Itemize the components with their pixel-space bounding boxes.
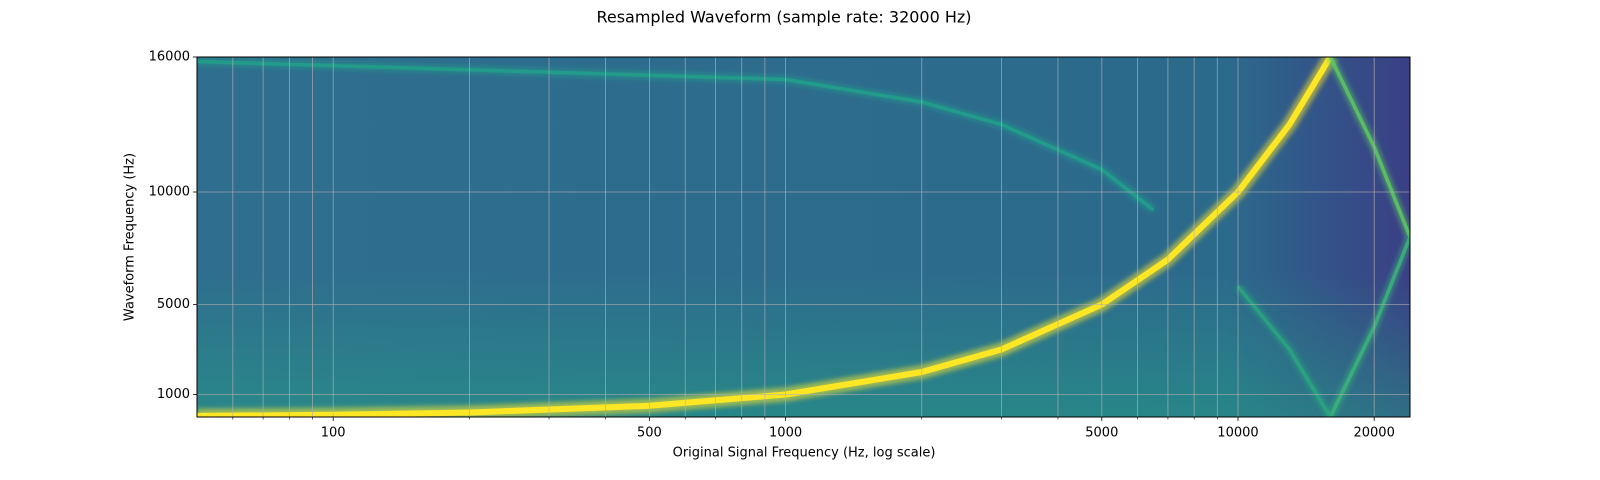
y-tick-label: 10000 <box>149 185 190 200</box>
y-axis-label: Waveform Frequency (Hz) <box>123 153 138 321</box>
x-tick-label: 10000 <box>1217 426 1258 441</box>
plot-shading <box>197 57 1410 417</box>
chart-title: Resampled Waveform (sample rate: 32000 H… <box>596 8 971 27</box>
x-tick-label: 1000 <box>769 426 802 441</box>
line <box>197 57 1333 417</box>
x-tick-label: 5000 <box>1085 426 1118 441</box>
x-tick-label: 500 <box>637 426 662 441</box>
y-tick-label: 5000 <box>157 297 190 312</box>
x-tick-label: 100 <box>321 426 346 441</box>
plot-frame <box>196 56 1411 418</box>
x-tick-label: 20000 <box>1353 426 1394 441</box>
y-tick-label: 1000 <box>157 387 190 402</box>
x-axis-label: Original Signal Frequency (Hz, log scale… <box>673 446 936 461</box>
line <box>197 59 1155 212</box>
plot-area <box>197 57 1410 417</box>
y-tick-label: 16000 <box>149 50 190 65</box>
